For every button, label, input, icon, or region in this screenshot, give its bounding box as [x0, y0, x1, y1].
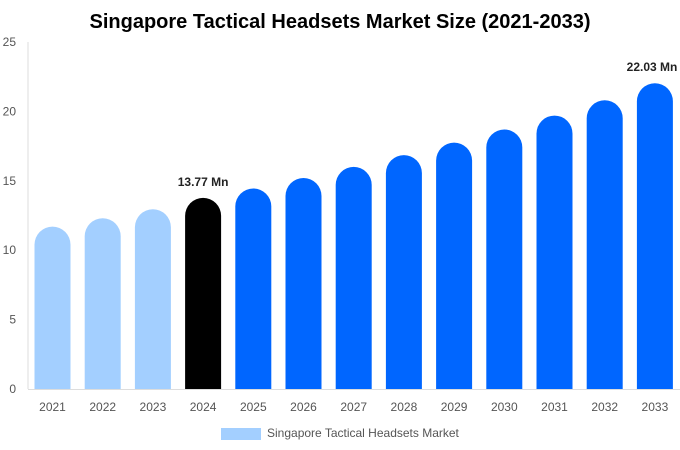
x-tick-label: 2033 — [642, 400, 669, 414]
x-tick-label: 2024 — [190, 400, 217, 414]
data-label: 22.03 Mn — [627, 60, 678, 74]
bar-2026 — [285, 178, 322, 389]
x-tick-label: 2030 — [491, 400, 518, 414]
y-tick-label: 0 — [9, 382, 16, 396]
legend-label: Singapore Tactical Headsets Market — [267, 426, 460, 440]
bar-2028 — [385, 155, 422, 389]
x-tick-label: 2028 — [391, 400, 418, 414]
bar-2022 — [84, 218, 121, 389]
x-tick-label: 2027 — [340, 400, 367, 414]
bar-2030 — [486, 129, 523, 389]
x-tick-label: 2021 — [39, 400, 66, 414]
x-tick-label: 2022 — [89, 400, 116, 414]
bar-2024 — [185, 197, 222, 389]
x-tick-label: 2026 — [290, 400, 317, 414]
bar-2023 — [134, 209, 171, 389]
y-tick-label: 25 — [3, 35, 17, 49]
legend-swatch — [221, 428, 261, 440]
data-label: 13.77 Mn — [178, 175, 229, 189]
legend: Singapore Tactical Headsets Market — [221, 426, 460, 440]
bar-2029 — [436, 142, 473, 389]
x-tick-label: 2025 — [240, 400, 267, 414]
bar-2033 — [636, 83, 673, 390]
bar-2031 — [536, 115, 573, 389]
y-tick-label: 20 — [3, 104, 17, 118]
y-tick-label: 15 — [3, 174, 17, 188]
y-tick-label: 10 — [3, 243, 17, 257]
bar-2025 — [235, 188, 272, 389]
y-tick-label: 5 — [9, 313, 16, 327]
x-tick-label: 2023 — [140, 400, 167, 414]
x-tick-label: 2032 — [591, 400, 618, 414]
bar-2021 — [34, 226, 71, 389]
bar-2027 — [335, 166, 372, 389]
x-tick-label: 2031 — [541, 400, 568, 414]
bar-2032 — [586, 100, 623, 390]
chart-title: Singapore Tactical Headsets Market Size … — [90, 11, 591, 33]
x-tick-label: 2029 — [441, 400, 468, 414]
